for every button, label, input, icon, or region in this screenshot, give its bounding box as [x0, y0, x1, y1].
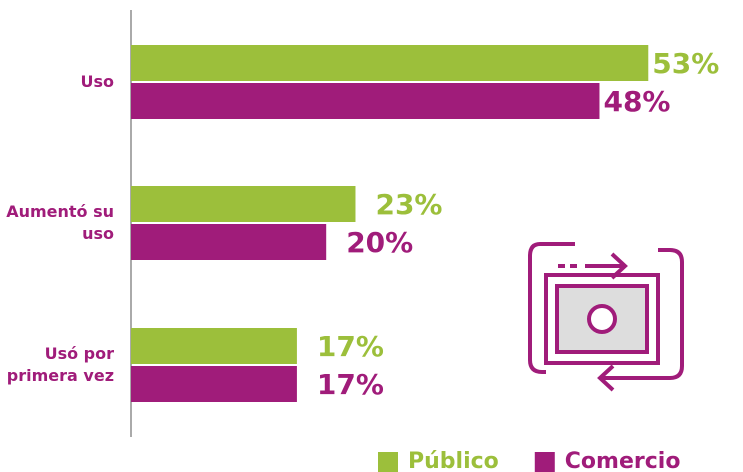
bar	[131, 366, 297, 402]
value-label: 17%	[317, 330, 384, 363]
bar	[131, 45, 649, 81]
value-label: 53%	[652, 47, 719, 80]
legend-label: Comercio	[565, 449, 681, 472]
legend-label: Público	[408, 449, 499, 472]
value-label: 48%	[603, 85, 670, 118]
legend-swatch	[534, 452, 555, 472]
value-label: 23%	[375, 188, 442, 221]
money-icon	[528, 242, 684, 392]
legend-swatch	[378, 452, 398, 472]
value-label: 17%	[317, 368, 384, 401]
bar	[131, 186, 356, 222]
category-label: Aumentó su uso	[6, 202, 114, 243]
bar	[131, 83, 600, 119]
bar	[131, 224, 327, 260]
category-label: Usó por primera vez	[6, 344, 114, 385]
category-label: Uso	[80, 72, 114, 91]
value-label: 20%	[346, 226, 413, 259]
bar	[131, 328, 297, 364]
